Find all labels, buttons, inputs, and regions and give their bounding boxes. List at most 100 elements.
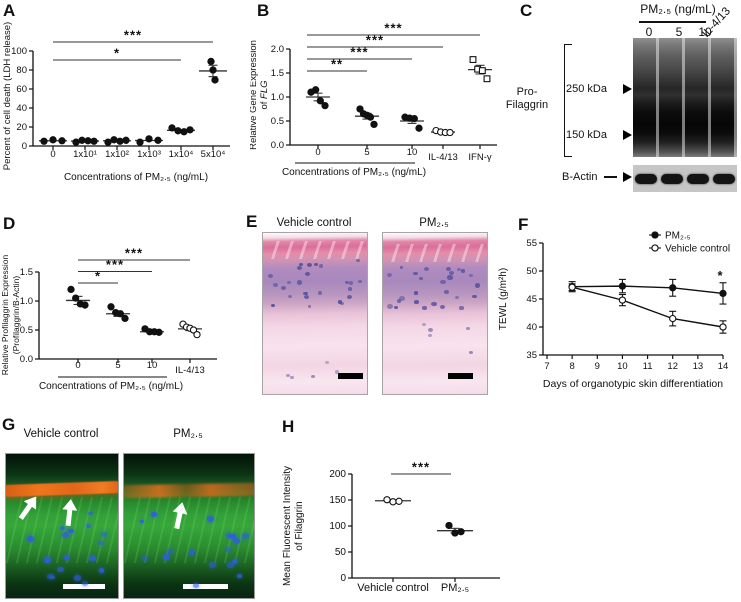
cell-nucleus <box>307 263 313 268</box>
data-point <box>478 67 486 75</box>
x-category-label: 5 <box>364 147 369 158</box>
y-axis-label: of FLG <box>259 80 270 109</box>
y-tick-label: 0.0 <box>271 140 284 151</box>
cell-nucleus <box>421 322 426 326</box>
x-tick-label: 11 <box>643 361 653 372</box>
panel-h: H 0 50 100 150 200 Vehicle control PM₂.₅ *** Mea… <box>280 418 530 602</box>
data-point <box>321 101 329 110</box>
x-category-label: 10 <box>147 360 158 371</box>
data-point <box>651 244 659 252</box>
data-point <box>618 296 627 304</box>
cell-nucleus <box>57 566 64 572</box>
x-category-label: 0 <box>315 147 320 158</box>
y-tick-label: 0.5 <box>271 116 284 127</box>
data-point <box>209 66 217 74</box>
x-axis-label: Concentrations of PM₂.₅ (ng/mL) <box>282 167 426 178</box>
molecular-weight-150: 150 kDa <box>566 129 632 141</box>
cell-nucleus <box>237 573 242 578</box>
y-axis-label: Mean Fluorescent Intensity <box>282 466 293 586</box>
data-point <box>469 56 477 64</box>
leader-line <box>603 176 617 178</box>
filaggrin-orange-band <box>6 480 118 497</box>
y-tick-label: 2.0 <box>271 44 284 55</box>
panel-d: D 0.0 0.5 1.0 1.5 0 5 10 IL-4/13 *** *** * Concentr… <box>0 210 248 410</box>
y-tick-label: 0.0 <box>20 354 33 365</box>
x-category-label: PM₂.₅ <box>441 582 469 594</box>
y-tick-label: 1.5 <box>271 68 284 79</box>
profilaggrin-bracket <box>564 44 572 157</box>
panel-letter-f: F <box>518 215 529 234</box>
significance-label: * <box>114 46 120 61</box>
cell-nucleus <box>422 306 427 310</box>
data-point <box>116 310 124 318</box>
cell-nucleus <box>162 554 171 561</box>
data-line <box>571 286 724 328</box>
if-image-pm25 <box>123 453 255 599</box>
x-category-label: Vehicle control <box>357 582 429 594</box>
arrow-right-icon <box>623 172 632 182</box>
cell-nucleus <box>139 519 144 524</box>
molecular-weight-250: 250 kDa <box>566 83 632 95</box>
data-point <box>67 285 75 294</box>
cell-nucleus <box>413 271 418 276</box>
cell-nucleus <box>418 276 424 281</box>
cell-nucleus <box>414 299 419 304</box>
panel-g-immunofluorescence: G Vehicle control PM₂.₅ <box>0 415 262 602</box>
data-point <box>186 126 194 134</box>
cell-nucleus <box>98 568 104 573</box>
cell-nucleus <box>225 547 231 552</box>
data-point <box>316 97 324 105</box>
data-point <box>669 314 677 323</box>
cell-nucleus <box>100 531 108 538</box>
panel-letter-d: D <box>3 214 16 233</box>
cell-nucleus <box>81 580 89 587</box>
data-point <box>136 138 144 146</box>
data-point <box>72 294 80 302</box>
cell-nucleus <box>355 259 360 263</box>
y-tick-label: 150 <box>329 495 346 506</box>
data-point <box>312 86 320 94</box>
y-axis-label: Relative Profilaggrin Expression <box>0 254 10 375</box>
y-tick-label: 20 <box>16 122 27 133</box>
data-point <box>154 136 162 144</box>
bactin-band <box>661 173 683 184</box>
cell-nucleus <box>98 540 105 546</box>
cell-nucleus <box>63 554 70 560</box>
y-tick-label: 200 <box>329 469 346 480</box>
cell-nucleus <box>304 272 310 277</box>
pm25-label: PM₂.₅ <box>419 217 449 229</box>
data-point <box>107 303 115 311</box>
x-category-label: IFN-γ <box>468 152 491 163</box>
y-tick-label: 50 <box>335 547 347 558</box>
cell-nucleus <box>287 280 291 284</box>
cell-nucleus <box>457 268 461 272</box>
flg-gene-expression-scatter-chart: 0.00.51.01.52.00 5 10 IL-4/13 IFN-γ*********… <box>248 21 497 178</box>
if-image-vehicle-control <box>5 453 119 599</box>
panel-a: A 0 20 40 60 80 100 0 1x10¹ 1x10² 1x10³ 1x10⁴ 5x10⁴… <box>0 0 248 205</box>
y-axis-label: Relative Gene Expression <box>250 40 259 150</box>
data-point <box>145 135 153 143</box>
cell-nucleus <box>142 555 149 561</box>
cell-nucleus <box>232 538 241 545</box>
profilaggrin-label: Pro- Filaggrin <box>505 86 549 111</box>
data-point <box>451 529 459 537</box>
panel-b: B 0.0 0.5 1.0 1.5 2.0 0 5 10 IL-4/13 IFN-γ *** *** *… <box>248 0 500 205</box>
x-tick-label: 8 <box>569 361 574 372</box>
bactin-band <box>635 173 657 184</box>
x-category-label: 1x10³ <box>137 149 161 160</box>
y-tick-label: 35 <box>526 350 537 361</box>
cell-nucleus <box>46 573 54 580</box>
cell-nucleus <box>469 274 473 278</box>
data-point <box>669 284 677 292</box>
data-point <box>49 136 57 144</box>
cell-nucleus <box>469 351 474 355</box>
x-category-label: 5 <box>115 360 120 371</box>
x-category-label: IL-4/13 <box>175 365 205 376</box>
x-tick-label: 14 <box>718 361 729 372</box>
cell-nucleus <box>440 304 446 310</box>
x-tick-label: 13 <box>693 361 704 372</box>
cell-nucleus <box>447 275 453 280</box>
data-point <box>370 120 378 129</box>
vehicle-control-label: Vehicle control <box>23 428 99 440</box>
data-point <box>155 328 163 336</box>
